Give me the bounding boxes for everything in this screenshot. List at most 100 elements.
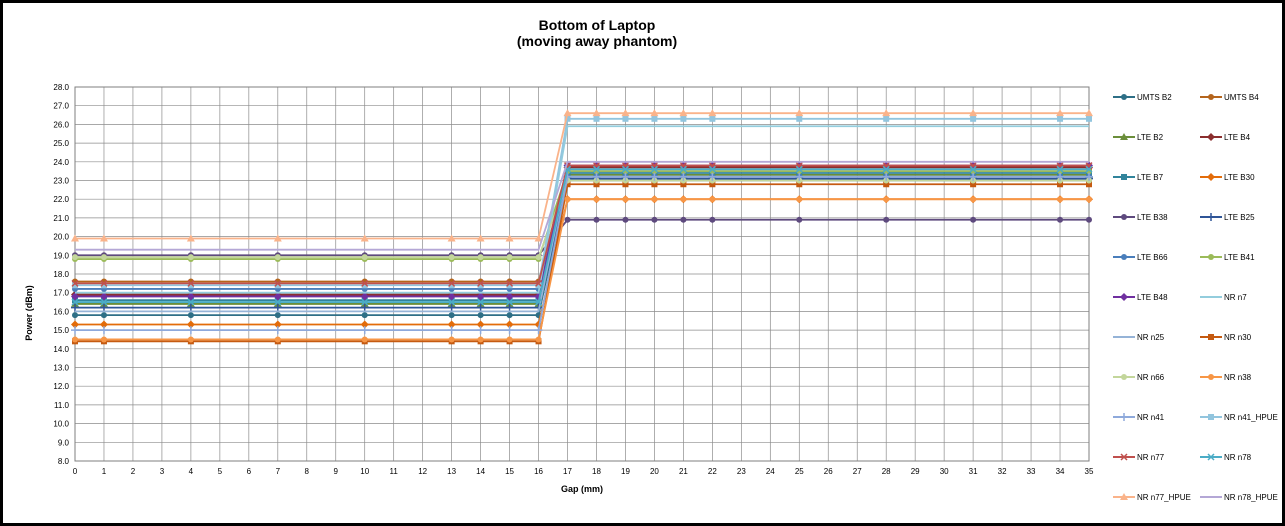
data-point xyxy=(970,115,977,122)
data-point xyxy=(186,326,195,335)
series-nr-n41-hpue xyxy=(72,115,1092,289)
data-point xyxy=(680,196,687,203)
data-point xyxy=(71,292,79,301)
y-tick-label: 20.0 xyxy=(53,233,69,242)
data-point xyxy=(100,298,108,306)
data-point xyxy=(650,172,659,181)
data-point xyxy=(883,216,890,223)
series-line xyxy=(75,160,1089,251)
legend-label: LTE B48 xyxy=(1137,293,1168,302)
data-point xyxy=(535,298,543,306)
series-line xyxy=(75,168,1089,303)
series-line xyxy=(75,125,1089,294)
data-point xyxy=(274,254,281,261)
y-tick-label: 27.0 xyxy=(53,102,69,111)
legend-label: NR n41 xyxy=(1137,413,1165,422)
x-tick-label: 35 xyxy=(1085,467,1094,476)
legend-label: LTE B30 xyxy=(1224,173,1255,182)
data-point xyxy=(593,196,600,203)
data-point xyxy=(72,254,78,261)
data-point xyxy=(187,312,194,319)
series-line xyxy=(75,173,1089,305)
data-point xyxy=(969,165,977,173)
data-point xyxy=(882,109,891,117)
data-point xyxy=(535,254,542,261)
x-tick-label: 2 xyxy=(131,467,136,476)
data-point xyxy=(970,196,977,203)
legend-label: LTE B38 xyxy=(1137,213,1168,222)
data-point xyxy=(1057,216,1064,223)
data-point xyxy=(476,326,485,335)
x-tick-label: 22 xyxy=(708,467,717,476)
legend-label: NR n66 xyxy=(1137,373,1165,382)
data-point xyxy=(795,172,804,181)
data-point xyxy=(593,115,600,122)
data-point xyxy=(187,254,194,261)
data-point xyxy=(1056,109,1065,117)
legend-marker xyxy=(1121,94,1127,100)
legend-item: NR n78 xyxy=(1200,453,1252,462)
data-point xyxy=(476,320,485,329)
legend-marker xyxy=(1120,133,1128,140)
legend-label: NR n78_HPUE xyxy=(1224,493,1278,502)
data-point xyxy=(1057,196,1064,203)
y-tick-label: 8.0 xyxy=(58,457,70,466)
series-line xyxy=(75,175,1089,290)
data-point xyxy=(187,336,194,343)
data-point xyxy=(969,109,978,117)
data-point xyxy=(883,115,890,122)
data-point xyxy=(708,109,717,117)
legend-marker xyxy=(1208,374,1214,380)
series-layer xyxy=(71,109,1093,345)
legend-marker xyxy=(1120,453,1128,461)
data-point xyxy=(477,279,485,287)
data-point xyxy=(592,109,601,117)
data-point xyxy=(651,181,658,188)
data-point xyxy=(621,172,630,181)
legend-item: NR n41_HPUE xyxy=(1200,413,1278,422)
legend-item: LTE B48 xyxy=(1113,293,1168,302)
data-point xyxy=(447,303,456,312)
data-point xyxy=(1056,172,1065,181)
data-point xyxy=(71,299,79,307)
series-line xyxy=(75,166,1089,296)
data-point xyxy=(273,320,282,329)
data-point xyxy=(970,181,977,188)
x-tick-label: 24 xyxy=(766,467,775,476)
y-tick-label: 26.0 xyxy=(53,120,69,129)
legend-marker xyxy=(1121,174,1127,180)
data-point xyxy=(447,326,456,335)
data-point xyxy=(505,326,514,335)
data-point xyxy=(680,216,687,223)
legend-marker xyxy=(1120,413,1128,421)
data-point xyxy=(506,282,513,289)
series-line xyxy=(75,170,1089,260)
data-point xyxy=(505,299,514,307)
legend-item: UMTS B4 xyxy=(1200,93,1259,102)
y-tick-label: 28.0 xyxy=(53,83,69,92)
data-point xyxy=(274,298,282,306)
data-point xyxy=(360,303,369,312)
data-point xyxy=(564,115,571,122)
data-point xyxy=(506,254,513,261)
data-point xyxy=(361,312,368,319)
data-point xyxy=(447,320,456,329)
legend-marker xyxy=(1121,254,1127,260)
x-tick-label: 28 xyxy=(882,467,891,476)
data-point xyxy=(593,181,600,188)
x-tick-label: 13 xyxy=(447,467,456,476)
data-point xyxy=(186,292,195,301)
series-nr-n78 xyxy=(71,165,1093,306)
legend-label: NR n78 xyxy=(1224,453,1252,462)
x-tick-label: 30 xyxy=(940,467,949,476)
y-tick-label: 12.0 xyxy=(53,382,69,391)
series-line xyxy=(75,218,1089,257)
data-point xyxy=(506,298,514,306)
data-point xyxy=(476,234,485,242)
data-point xyxy=(708,165,716,173)
legend-item: LTE B38 xyxy=(1113,213,1168,222)
legend-label: NR n41_HPUE xyxy=(1224,413,1278,422)
data-point xyxy=(505,320,514,329)
data-point xyxy=(651,196,658,203)
legend: UMTS B2 UMTS B4 LTE B2 LTE B4 LTE B7 LTE B30 L… xyxy=(1113,93,1278,502)
